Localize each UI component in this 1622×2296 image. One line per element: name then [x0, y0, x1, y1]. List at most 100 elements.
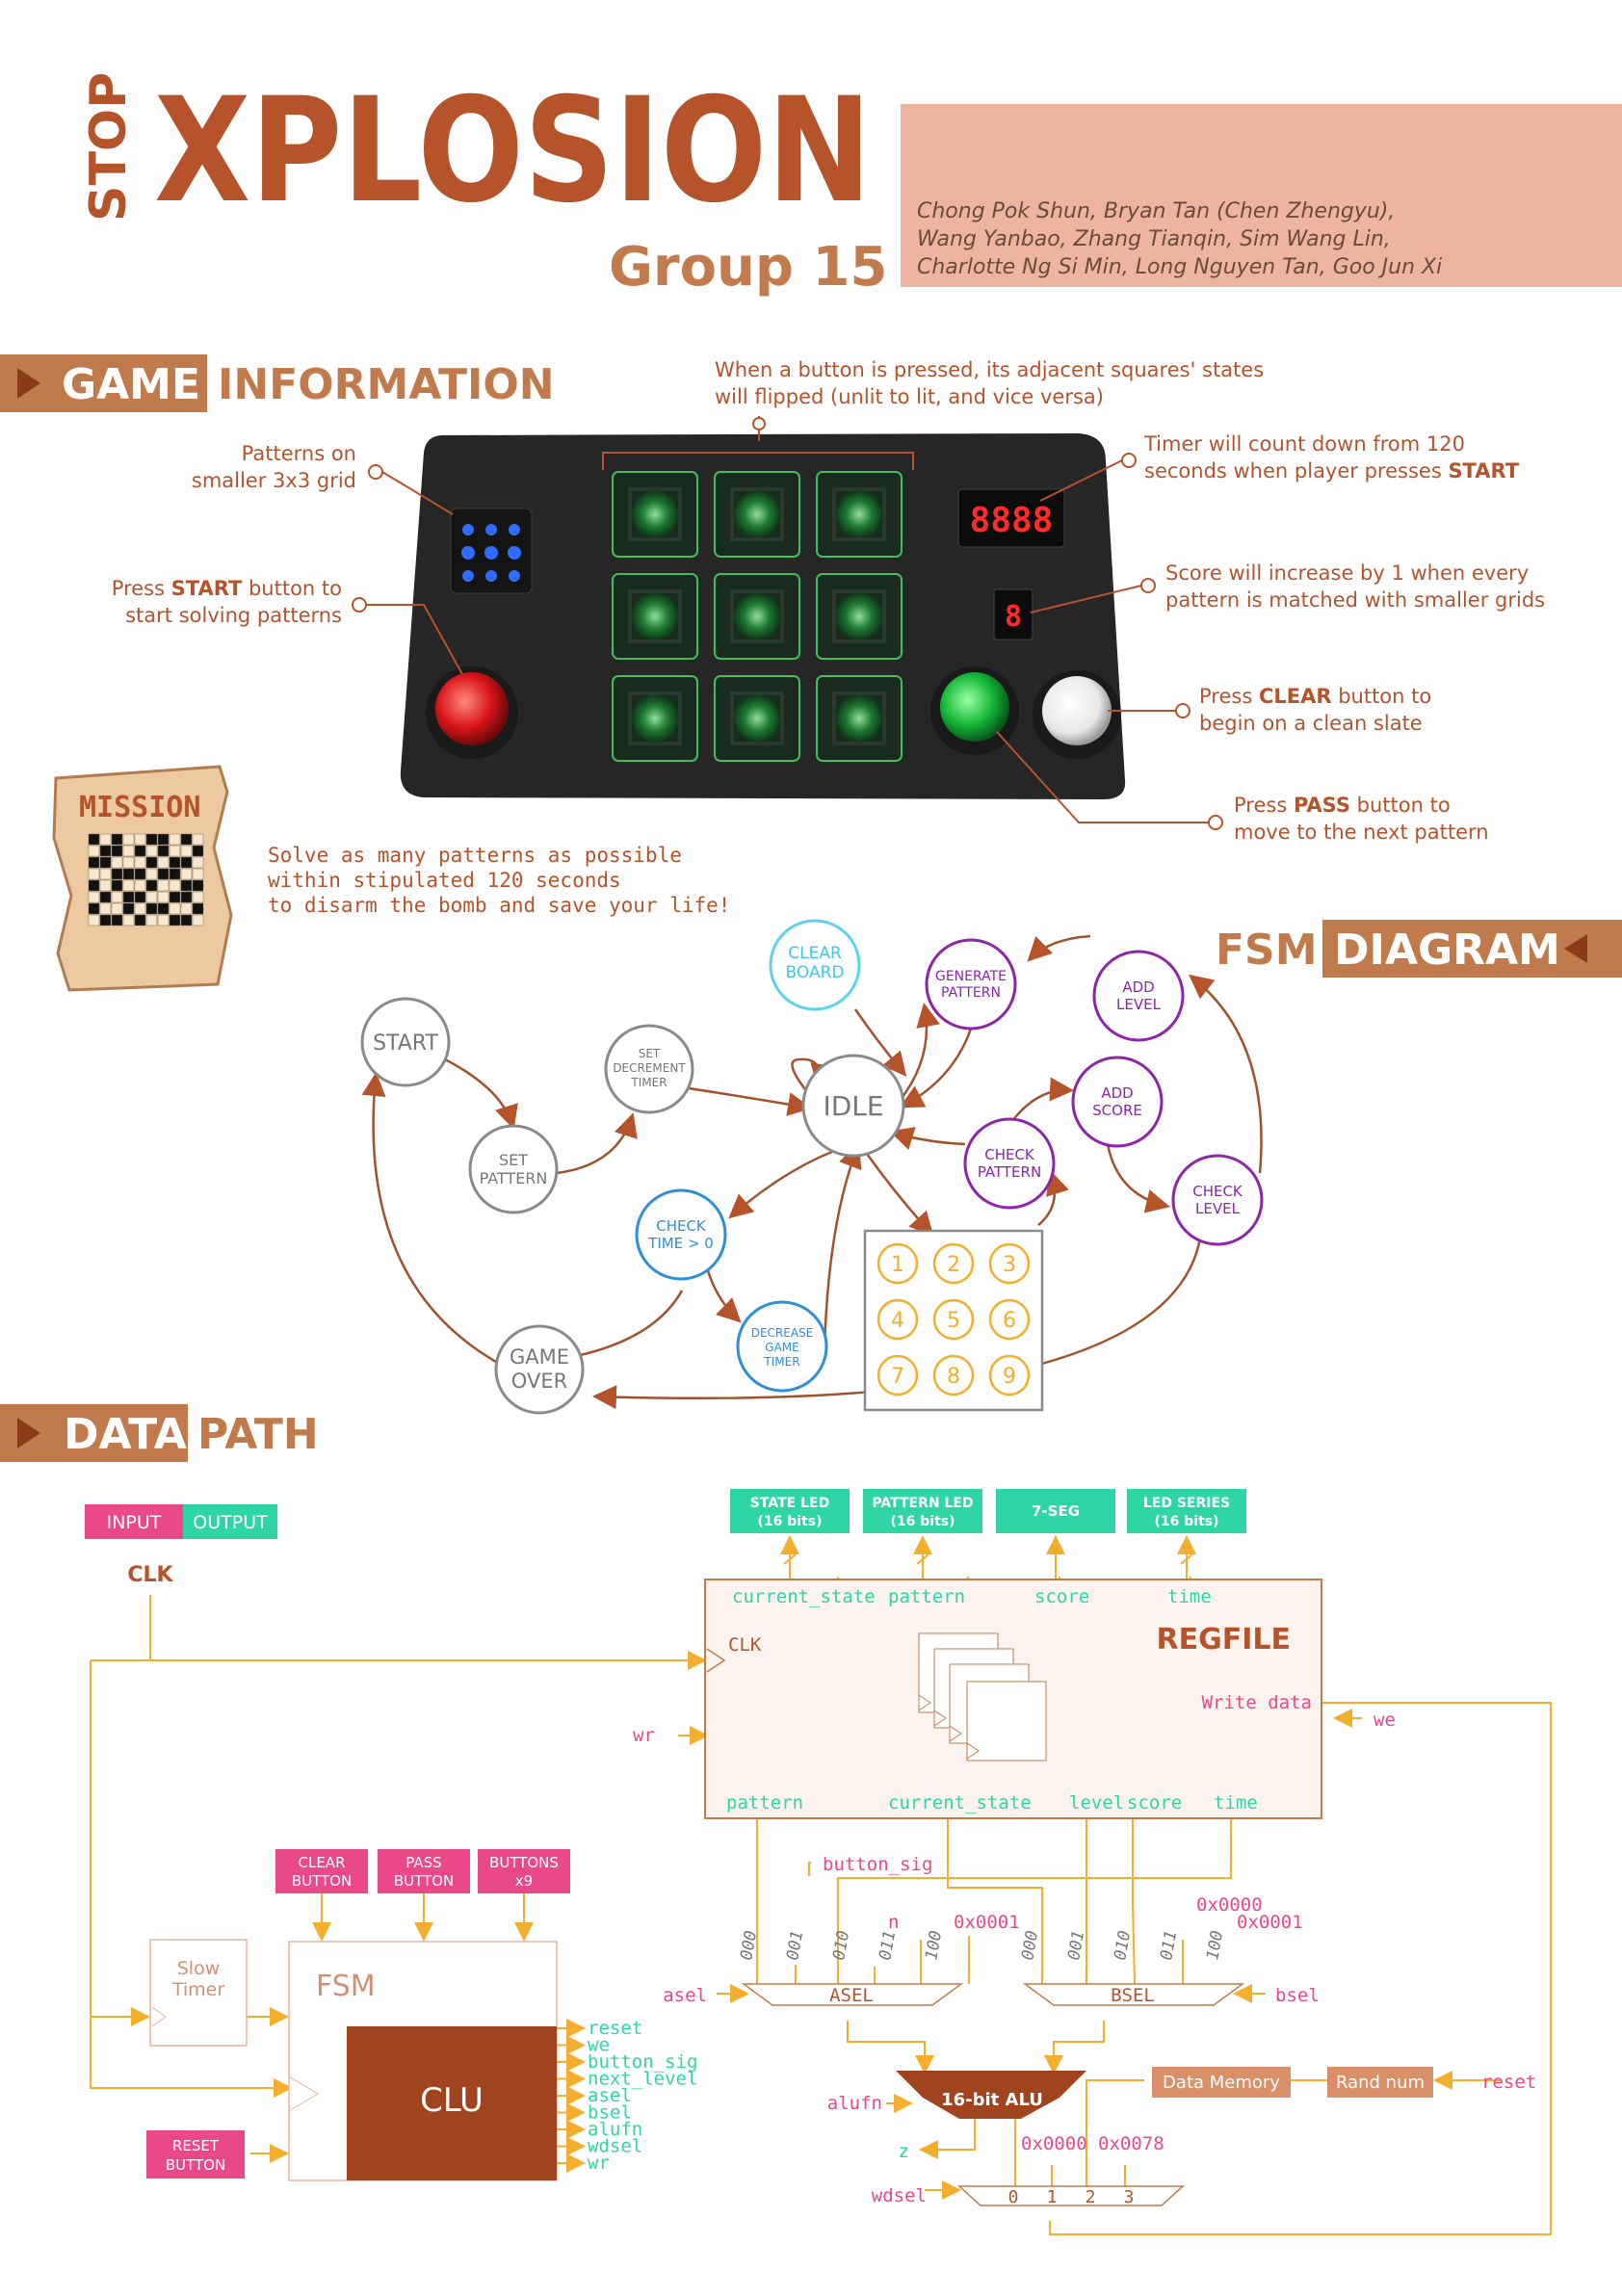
- output-7seg: 7-SEG: [996, 1489, 1115, 1533]
- mission-cell: [134, 868, 146, 880]
- mission-cell: [134, 856, 146, 869]
- grid-button-circle: [988, 1242, 1031, 1285]
- output-wires: [780, 1535, 1196, 1579]
- fsm-state-clear-board: CLEAR BOARD: [769, 919, 861, 1011]
- annotation-button-press: When a button is pressed, its adjacent s…: [602, 358, 1264, 470]
- mission-cell: [122, 891, 135, 903]
- asel-input: asel: [663, 1985, 707, 2006]
- mission-cell: [169, 845, 181, 857]
- mission-cell: [111, 856, 123, 869]
- mission-cell: [122, 868, 135, 880]
- mission-cell: [99, 845, 112, 857]
- mission-cell: [169, 902, 181, 915]
- clu-output-signal: button_sig: [588, 2051, 697, 2073]
- member-line-2: Wang Yanbao, Zhang Tianqin, Sim Wang Lin…: [917, 227, 1391, 251]
- mission-cell: [157, 914, 170, 926]
- fsm-state-check-level: CHECK LEVEL: [1171, 1154, 1264, 1246]
- asel-mux: ASEL: [741, 1983, 964, 2006]
- state-label: BOARD: [786, 963, 845, 982]
- mission-cell: [180, 902, 193, 915]
- mission-cell: [169, 833, 181, 846]
- logo-stop: STOP: [80, 72, 138, 222]
- state-label: GENERATE: [935, 969, 1007, 984]
- mux-label: ASEL: [829, 1985, 874, 2006]
- state-label: LEVEL: [1195, 1200, 1241, 1217]
- annotation-text: will flipped (unlit to lit, and vice ver…: [715, 385, 1104, 408]
- section-title-fsm: FSM: [1216, 926, 1318, 975]
- logo-main: XPLOSION: [154, 67, 872, 235]
- state-label: CLEAR: [788, 944, 842, 963]
- mux-select-code: 011: [1157, 1929, 1181, 1962]
- mux-select-code: 001: [783, 1929, 807, 1962]
- clu-output-signal: reset: [588, 2018, 642, 2039]
- logo: STOP XPLOSION: [80, 67, 872, 235]
- box-label: Data Memory: [1163, 2073, 1280, 2093]
- annotation-timer: Timer will count down from 120 seconds w…: [1039, 432, 1520, 502]
- mux-select-code: 010: [829, 1929, 853, 1962]
- state-label: CHECK: [984, 1146, 1035, 1163]
- mission-cell: [180, 868, 193, 880]
- input-reset-button: RESET BUTTON: [146, 2130, 245, 2179]
- mission-cell: [180, 914, 193, 926]
- fsm-state-decrease-game-timer: DECREASE GAME TIMER: [736, 1300, 828, 1393]
- grid-button-number: 6: [1003, 1309, 1016, 1333]
- mission-cell: [145, 879, 158, 892]
- annotation-text: seconds when player presses START: [1144, 459, 1520, 483]
- fsm-button-grid: 1 2 3 4 5 6 7 8 9: [863, 1229, 1044, 1412]
- box-label: Slow: [177, 1958, 221, 1979]
- grid-button-circle: [932, 1298, 975, 1341]
- annotation-text: start solving patterns: [125, 604, 342, 627]
- mission-cell: [99, 856, 112, 869]
- fsm-state-add-score: ADD SCORE: [1071, 1056, 1164, 1148]
- clu-output-signal: wdsel: [588, 2136, 642, 2157]
- mission-cell: [88, 914, 100, 926]
- mission-cell: [111, 845, 123, 857]
- annotation-text: Timer will count down from 120: [1143, 432, 1465, 456]
- mux-select-code: 010: [1111, 1929, 1135, 1962]
- box-label: PASS: [406, 1854, 441, 1871]
- mission-cell: [145, 845, 158, 857]
- annotation-text: begin on a clean slate: [1199, 712, 1423, 735]
- wdsel-code: 2: [1086, 2187, 1096, 2207]
- mission-cell: [134, 902, 146, 915]
- state-label: CHECK: [656, 1217, 707, 1235]
- box-label: Timer: [171, 1979, 224, 2000]
- state-label: TIMER: [630, 1076, 667, 1089]
- regfile-write-data: Write data: [1202, 1692, 1312, 1713]
- grid-square: [714, 573, 800, 660]
- mission-cell: [145, 891, 158, 903]
- mission-cell: [157, 845, 170, 857]
- grid-square: [714, 675, 800, 762]
- mission-cell: [180, 891, 193, 903]
- box-label: x9: [515, 1872, 533, 1890]
- z-output: z: [899, 2141, 909, 2162]
- reset-input: reset: [1481, 2072, 1536, 2093]
- const-label: 0x0001: [954, 1912, 1020, 1933]
- fsm-state-check-pattern: CHECK PATTERN: [963, 1117, 1056, 1210]
- state-label: DECREMENT: [613, 1061, 686, 1075]
- section-title-path: PATH: [197, 1410, 319, 1459]
- state-label: PATTERN: [978, 1163, 1041, 1181]
- box-label: RESET: [172, 2137, 220, 2154]
- mission-cell: [88, 833, 100, 846]
- grid-button-circle: [876, 1298, 919, 1341]
- mission-cell: [88, 879, 100, 892]
- clk-label: CLK: [127, 1563, 173, 1587]
- slow-timer-block: Slow Timer: [149, 1939, 248, 2047]
- mission-cell: [192, 856, 204, 869]
- wdsel-code: 3: [1124, 2187, 1135, 2207]
- legend-input: INPUT: [107, 1512, 162, 1533]
- score-display: 8: [1005, 600, 1022, 634]
- const-label: 0x0000: [1021, 2133, 1087, 2154]
- pass-button-photo: [940, 672, 1009, 742]
- mission-cell: [122, 845, 135, 857]
- mission-cell: [157, 856, 170, 869]
- grid-button-number: 5: [947, 1309, 960, 1333]
- grid-button-circle: [932, 1242, 975, 1285]
- member-line-3: Charlotte Ng Si Min, Long Nguyen Tan, Go…: [917, 255, 1442, 279]
- state-label: LEVEL: [1116, 996, 1162, 1013]
- mission-cell: [180, 879, 193, 892]
- state-label: PATTERN: [941, 985, 1001, 1001]
- mission-cell: [157, 902, 170, 915]
- mission-grid: [88, 833, 204, 926]
